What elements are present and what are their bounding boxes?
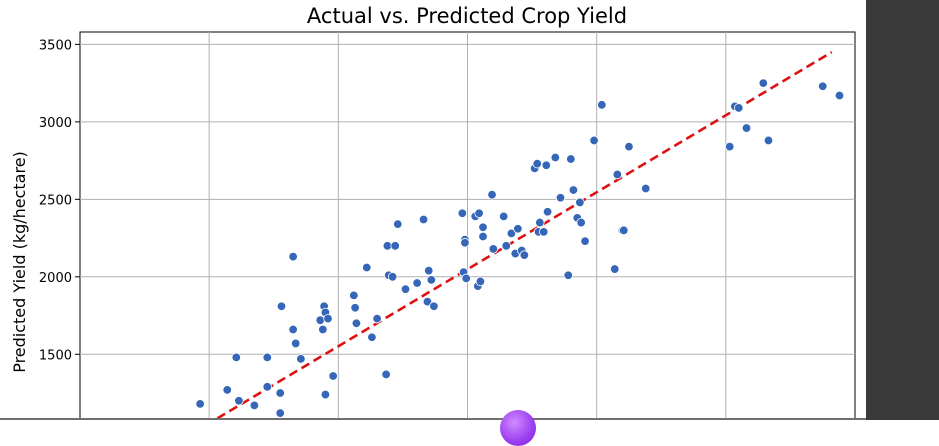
data-point xyxy=(367,332,377,342)
data-point xyxy=(195,399,205,409)
data-point xyxy=(506,228,517,239)
data-point xyxy=(460,238,470,248)
chart-panel: 1500 2000 2500 3000 3500 Actual vs. Predicte… xyxy=(10,4,856,427)
data-point xyxy=(275,388,285,398)
data-point xyxy=(412,278,422,288)
data-point xyxy=(390,241,400,251)
data-point xyxy=(381,369,391,380)
data-point xyxy=(575,197,585,208)
data-point xyxy=(288,324,298,335)
data-point xyxy=(461,273,471,284)
data-point xyxy=(818,81,828,91)
data-point xyxy=(641,183,651,194)
window-bottom-border xyxy=(0,418,866,420)
data-point xyxy=(498,211,509,222)
data-point xyxy=(422,296,433,307)
data-point xyxy=(580,236,590,246)
data-point xyxy=(589,135,599,146)
data-point xyxy=(763,135,774,146)
data-point xyxy=(513,224,523,234)
data-point xyxy=(550,152,561,163)
data-point xyxy=(424,265,434,276)
data-point xyxy=(275,408,285,418)
data-point xyxy=(610,264,620,274)
data-point xyxy=(542,207,553,217)
data-point xyxy=(429,301,439,311)
data-point xyxy=(296,354,306,364)
reference-line xyxy=(204,51,833,427)
data-point xyxy=(262,382,272,392)
y-axis-label: Predicted Yield (kg/hectare) xyxy=(10,151,29,373)
data-point xyxy=(487,189,497,200)
data-point xyxy=(597,100,607,110)
dark-side-panel xyxy=(866,0,939,420)
y-tick-label: 2500 xyxy=(39,193,72,208)
data-point xyxy=(568,185,579,195)
data-point xyxy=(318,324,328,335)
data-point xyxy=(566,154,576,164)
reference-line-layer xyxy=(204,51,833,427)
data-point xyxy=(393,219,403,229)
data-point xyxy=(539,227,549,237)
data-point xyxy=(351,318,362,328)
data-point xyxy=(288,251,298,262)
data-point xyxy=(276,301,287,311)
data-point xyxy=(234,396,244,406)
y-tick-label: 3500 xyxy=(39,38,72,53)
data-point xyxy=(535,217,545,228)
data-point xyxy=(501,241,511,251)
data-point xyxy=(323,313,333,324)
data-point xyxy=(372,313,382,324)
data-point xyxy=(488,244,499,254)
data-point xyxy=(758,78,768,88)
data-point xyxy=(563,270,573,280)
data-point xyxy=(541,160,551,170)
data-point xyxy=(320,389,331,400)
data-point xyxy=(734,103,744,113)
data-point xyxy=(619,225,629,236)
y-tick-label: 2000 xyxy=(39,271,72,286)
data-point xyxy=(624,141,634,152)
data-point xyxy=(362,262,372,273)
chart-title: Actual vs. Predicted Crop Yield xyxy=(307,4,627,28)
y-axis-ticks: 1500 2000 2500 3000 3500 xyxy=(39,38,80,363)
data-point xyxy=(231,352,241,363)
data-point xyxy=(291,338,301,349)
data-point xyxy=(555,193,566,203)
data-point xyxy=(478,222,488,232)
data-point xyxy=(475,276,486,287)
data-point xyxy=(315,315,325,325)
scatter-points xyxy=(195,78,845,418)
data-point xyxy=(382,241,393,251)
data-point xyxy=(741,123,752,133)
data-point xyxy=(222,385,232,395)
data-point xyxy=(418,214,429,225)
data-point xyxy=(400,284,411,294)
data-point xyxy=(457,208,468,218)
data-point xyxy=(834,90,845,101)
data-point xyxy=(426,275,437,285)
data-point xyxy=(612,169,623,180)
data-point xyxy=(478,231,488,242)
data-point xyxy=(249,400,260,411)
data-point xyxy=(349,290,359,301)
scatter-chart: 1500 2000 2500 3000 3500 Actual vs. Predicte… xyxy=(10,4,856,427)
data-point xyxy=(725,141,735,152)
y-tick-label: 1500 xyxy=(39,348,72,363)
data-point xyxy=(350,303,360,313)
data-point xyxy=(519,250,530,260)
data-point xyxy=(387,272,398,282)
data-point xyxy=(576,217,586,228)
data-point xyxy=(474,208,484,218)
data-point xyxy=(262,352,272,363)
grid-lines xyxy=(80,32,855,424)
y-tick-label: 3000 xyxy=(39,116,72,131)
data-point xyxy=(532,158,542,169)
pointer-cursor-icon xyxy=(500,410,536,446)
data-point xyxy=(328,371,338,381)
